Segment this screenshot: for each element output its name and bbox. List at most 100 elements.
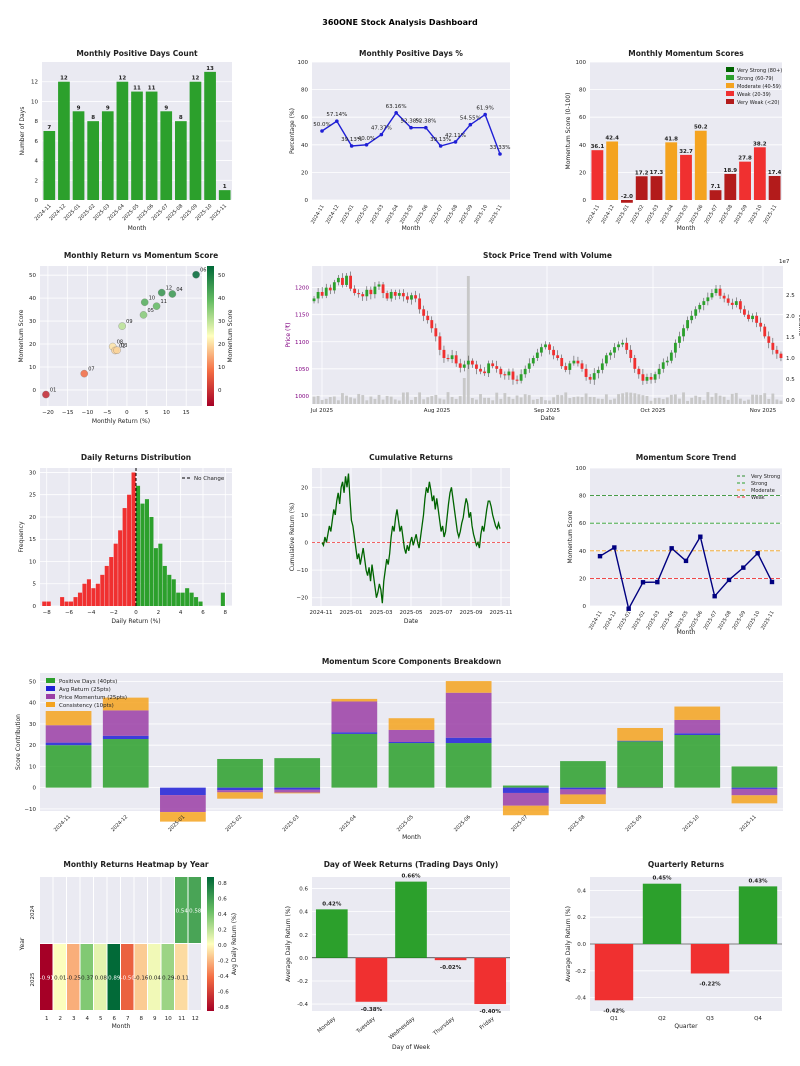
bar — [665, 142, 678, 200]
candle-body — [381, 284, 385, 294]
axis-label: Score Contribution — [15, 714, 22, 770]
y-tick-label: 4 — [35, 159, 39, 165]
candle-body — [357, 293, 361, 295]
colorbar-tick-label: 0.0 — [218, 943, 227, 949]
data-label: 38.2 — [753, 141, 767, 147]
data-point — [612, 545, 617, 550]
y-tick-label: −20 — [296, 596, 308, 602]
x-tick-label: 2025-01 — [615, 204, 631, 225]
data-label: 61.9% — [476, 106, 493, 112]
y-tick-label: 5 — [33, 582, 37, 588]
data-label: 47.37% — [371, 126, 392, 132]
volume-bar — [535, 398, 539, 404]
heatmap-cell — [188, 944, 201, 1010]
axis-label: Percentage (%) — [289, 108, 296, 154]
x-tick-label: Oct 2025 — [640, 408, 666, 414]
volume-bar — [653, 398, 657, 404]
volume-bar — [365, 400, 369, 404]
volume-bar — [775, 399, 779, 404]
candle-body — [564, 366, 568, 370]
y-tick-label: 2 — [35, 178, 39, 184]
candle-body — [328, 287, 332, 291]
data-point — [683, 558, 689, 564]
volume-bar — [414, 397, 417, 404]
volume-bar — [507, 396, 511, 404]
hist-bar — [113, 543, 118, 606]
stacked-segment — [45, 711, 92, 726]
x-tick-label: 6 — [201, 610, 205, 616]
volume-bar — [580, 397, 584, 404]
candle-body — [548, 344, 551, 350]
y-tick-label: 80 — [579, 88, 586, 94]
candle-body — [657, 368, 661, 375]
colorbar-tick-label: 30 — [218, 319, 225, 325]
candle-body — [365, 289, 369, 297]
candle-body — [710, 293, 714, 298]
data-point — [335, 119, 339, 123]
scatter-plot-area — [40, 266, 202, 406]
cell-value: -0.11 — [175, 976, 189, 982]
heatmap-cell — [175, 877, 188, 943]
volume-bar — [389, 396, 393, 404]
volume-bar — [596, 398, 600, 404]
hist-bar — [109, 557, 114, 606]
volume-bar — [584, 393, 588, 404]
volume-bar — [568, 398, 572, 404]
scatter-point — [157, 288, 166, 297]
x-tick-label: 4 — [86, 1016, 90, 1022]
y-tick-label: 0 — [33, 388, 37, 394]
candle-body — [385, 293, 389, 299]
candle-body — [665, 360, 669, 363]
heatmap-cell — [80, 877, 93, 943]
data-point — [698, 534, 703, 539]
y-tick-label: 60 — [579, 521, 586, 527]
scatter-point — [80, 369, 89, 378]
candle-body — [763, 326, 767, 337]
stacked-segment — [388, 742, 435, 744]
stacked-segment — [217, 787, 263, 791]
axis-label: Number of Days — [19, 107, 26, 156]
candle-body — [373, 286, 377, 295]
bar — [395, 881, 427, 958]
x-tick-label: 2024-12 — [110, 814, 129, 833]
stacked-segment — [388, 743, 435, 788]
volume-bar — [767, 398, 771, 404]
colorbar — [207, 877, 214, 1011]
volume-bar — [381, 399, 385, 404]
hist-bar — [82, 583, 87, 606]
data-label: 17.2 — [635, 170, 649, 176]
x-tick-label: 2025-05 — [399, 204, 415, 225]
volume-bar — [491, 400, 495, 404]
hist-bar — [73, 597, 78, 606]
volume-bar — [661, 399, 665, 404]
x-tick-label: Q1 — [610, 1016, 618, 1022]
volume-bar — [483, 397, 486, 404]
candle-body — [316, 291, 320, 299]
candle-body — [430, 320, 434, 329]
candle-body — [698, 304, 702, 310]
volume-bar — [345, 395, 348, 404]
volume-bar — [316, 395, 320, 404]
x-tick-label: 2025-03 — [370, 610, 393, 616]
stacked-segment — [274, 758, 321, 788]
heatmap-cell — [134, 944, 147, 1010]
heatmap-cell — [40, 877, 53, 943]
heatmap-cell — [148, 944, 161, 1010]
volume-bar — [328, 397, 332, 404]
colorbar-tick-label: 50 — [218, 273, 225, 279]
y-tick-label: 60 — [579, 115, 586, 121]
volume-bar — [405, 392, 409, 404]
bar — [58, 81, 70, 200]
legend-label: Very Weak (<20) — [737, 100, 779, 106]
axis-label: Month — [128, 225, 147, 232]
stacked-segment — [731, 788, 778, 796]
y-tick-label: 40 — [29, 701, 36, 707]
data-label: 63.16% — [386, 104, 407, 110]
x-tick-label: Sep 2025 — [534, 408, 561, 414]
axis-label: Month — [112, 1023, 131, 1030]
candle-body — [523, 368, 527, 375]
legend-label: Strong — [751, 481, 767, 487]
volume-bar — [324, 398, 328, 404]
bar — [621, 200, 633, 203]
y-tick-label: 40 — [579, 549, 586, 555]
